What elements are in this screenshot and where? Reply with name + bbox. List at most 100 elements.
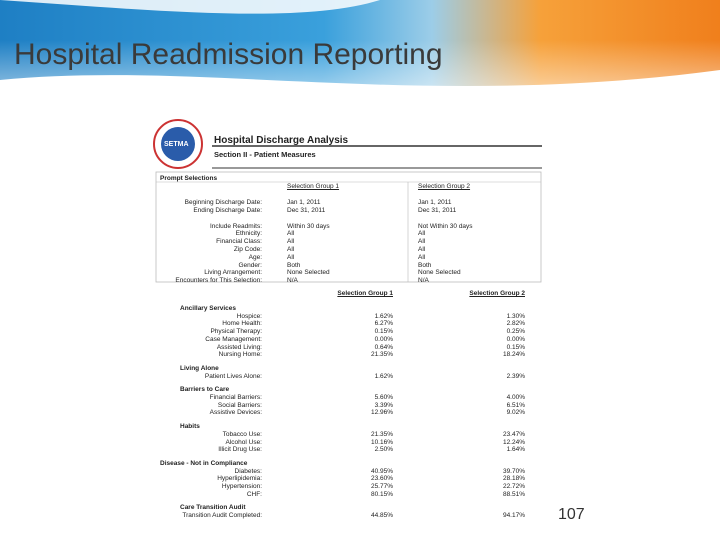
- column-header: Selection Group 2: [418, 183, 471, 190]
- prompt-value: Not Within 30 days: [418, 222, 473, 230]
- measure-value: 2.39%: [506, 372, 525, 380]
- prompt-value: All: [287, 253, 295, 261]
- measure-label: Alcohol Use:: [225, 438, 263, 446]
- measure-value: 28.18%: [502, 475, 525, 483]
- measure-label: Social Barriers:: [217, 401, 262, 409]
- measure-label: Diabetes:: [234, 467, 262, 475]
- prompt-label: Living Arrangement:: [204, 269, 262, 277]
- measure-value: 2.82%: [506, 320, 525, 328]
- prompt-label: Ending Discharge Date:: [193, 206, 262, 214]
- measure-value: 23.47%: [502, 430, 525, 438]
- prompt-value: N/A: [418, 277, 429, 285]
- measure-value: 3.39%: [374, 401, 393, 409]
- section-heading: Care Transition Audit: [180, 504, 246, 512]
- report-title: Hospital Discharge Analysis: [214, 135, 349, 146]
- measure-label: Nursing Home:: [218, 351, 262, 359]
- section-heading: Disease - Not in Compliance: [160, 459, 248, 467]
- prompt-label: Financial Class:: [216, 238, 262, 246]
- measure-value: 4.00%: [506, 394, 525, 401]
- measure-value: 1.62%: [374, 312, 393, 320]
- measure-value: 1.30%: [506, 312, 525, 320]
- measure-value: 88.51%: [502, 490, 525, 498]
- column-header: Selection Group 1: [287, 183, 340, 190]
- prompt-value: Both: [287, 261, 301, 269]
- measure-label: Case Management:: [205, 335, 262, 343]
- measure-value: 21.35%: [370, 430, 393, 438]
- section-heading: Living Alone: [180, 364, 219, 372]
- measure-value: 40.95%: [370, 467, 393, 475]
- prompt-value: All: [287, 246, 295, 253]
- measure-value: 5.60%: [374, 394, 393, 401]
- measure-label: Transition Audit Completed:: [182, 512, 262, 520]
- measure-value: 23.60%: [370, 475, 393, 483]
- section-heading: Habits: [180, 423, 200, 431]
- measure-value: 0.00%: [506, 335, 525, 343]
- measure-label: Home Health:: [222, 320, 262, 328]
- measure-value: 0.25%: [506, 328, 525, 336]
- banner: [0, 0, 720, 130]
- prompt-value: All: [418, 230, 426, 238]
- prompt-label: Age:: [248, 253, 262, 261]
- measure-value: 0.15%: [374, 328, 393, 336]
- measure-value: 25.77%: [370, 483, 393, 490]
- prompt-value: None Selected: [418, 269, 461, 277]
- prompt-value: Both: [418, 261, 432, 269]
- measure-value: 12.24%: [502, 438, 525, 446]
- prompt-label: Ethnicity:: [235, 230, 262, 238]
- prompt-label: Gender:: [238, 261, 263, 269]
- prompt-value: All: [287, 230, 295, 238]
- slide-title: Hospital Readmission Reporting: [14, 38, 443, 71]
- prompt-value: Dec 31, 2011: [418, 206, 457, 214]
- measure-value: 1.64%: [506, 446, 525, 454]
- logo: SETMA: [164, 141, 189, 148]
- section-heading: Ancillary Services: [180, 305, 237, 312]
- measure-value: 22.72%: [502, 483, 525, 490]
- measure-label: Tobacco Use:: [222, 430, 262, 438]
- measure-label: Illicit Drug Use:: [218, 446, 262, 454]
- report-subtitle: Section II - Patient Measures: [214, 150, 316, 159]
- prompt-value: All: [287, 238, 295, 246]
- prompt-value: All: [418, 253, 426, 261]
- measure-label: Assistive Devices:: [209, 409, 262, 417]
- measure-value: 39.70%: [502, 467, 525, 475]
- prompt-heading: Prompt Selections: [160, 175, 218, 182]
- prompt-label: Beginning Discharge Date:: [184, 199, 262, 206]
- measure-value: 0.00%: [374, 335, 393, 343]
- column-header: Selection Group 1: [337, 290, 393, 297]
- prompt-label: Zip Code:: [233, 246, 262, 253]
- measure-value: 94.17%: [502, 512, 525, 520]
- measure-value: 0.64%: [374, 343, 393, 351]
- prompt-label: Include Readmits:: [209, 222, 262, 230]
- measure-value: 21.35%: [370, 351, 393, 359]
- measure-value: 2.50%: [374, 446, 393, 454]
- prompt-value: Within 30 days: [287, 222, 330, 230]
- measure-value: 1.62%: [374, 372, 393, 380]
- measure-value: 6.27%: [374, 320, 393, 328]
- prompt-value: Dec 31, 2011: [287, 206, 326, 214]
- section-heading: Barriers to Care: [180, 386, 230, 394]
- prompt-label: Encounters for This Selection:: [175, 277, 262, 285]
- measure-label: Physical Therapy:: [210, 328, 262, 336]
- measure-label: CHF:: [246, 490, 262, 498]
- prompt-value: All: [418, 238, 426, 246]
- measure-label: Hypertension:: [221, 483, 262, 490]
- prompt-value: Jan 1, 2011: [287, 199, 321, 206]
- measure-label: Hyperlipidemia:: [217, 475, 262, 483]
- measure-value: 9.02%: [506, 409, 525, 417]
- report-frame: [153, 119, 542, 283]
- report-screenshot: SETMA Hospital Discharge Analysis Sectio…: [148, 118, 546, 524]
- prompt-value: None Selected: [287, 269, 330, 277]
- measure-label: Financial Barriers:: [209, 394, 262, 401]
- column-header: Selection Group 2: [469, 290, 525, 297]
- measure-value: 80.15%: [370, 490, 393, 498]
- measure-value: 6.51%: [506, 401, 525, 409]
- prompt-value: N/A: [287, 277, 298, 285]
- measure-value: 44.85%: [370, 512, 393, 520]
- measure-value: 10.16%: [370, 438, 393, 446]
- measure-value: 18.24%: [502, 351, 525, 359]
- page-number: 107: [558, 506, 585, 523]
- measure-value: 0.15%: [506, 343, 525, 351]
- measure-label: Patient Lives Alone:: [204, 372, 262, 380]
- measure-label: Hospice:: [236, 312, 262, 320]
